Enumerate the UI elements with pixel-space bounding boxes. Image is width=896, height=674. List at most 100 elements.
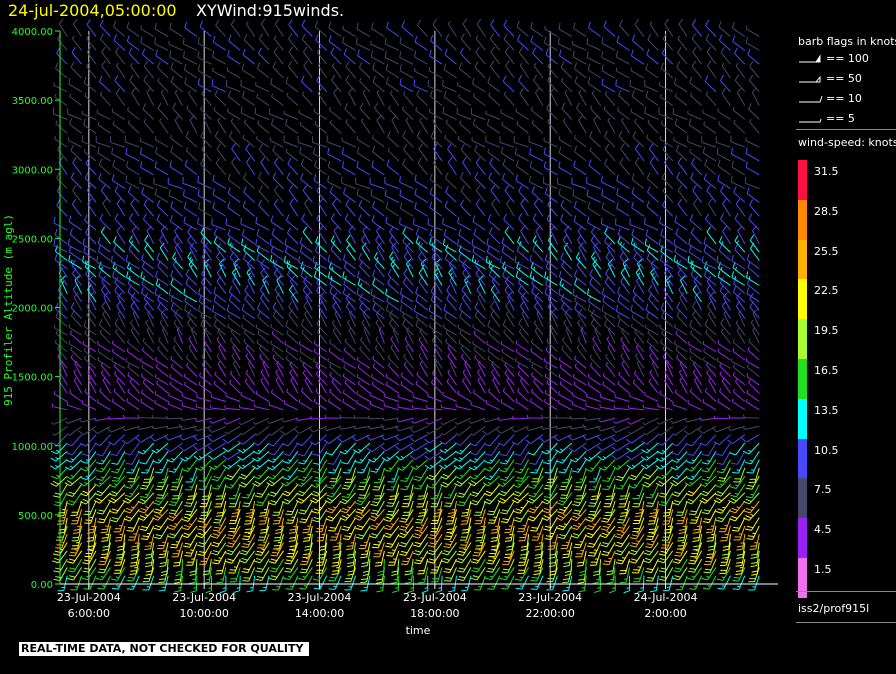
wind-barb <box>728 414 745 419</box>
wind-barb <box>68 340 82 353</box>
wind-barb <box>717 575 731 590</box>
wind-barb <box>313 108 327 120</box>
wind-barb <box>141 459 155 474</box>
wind-barb <box>587 77 601 93</box>
wind-barb <box>718 236 731 253</box>
wind-barb <box>210 525 227 539</box>
wind-barb <box>628 467 645 481</box>
wind-barb <box>270 389 284 402</box>
wind-barb <box>721 62 731 79</box>
wind-barb <box>718 34 731 51</box>
wind-barb <box>111 147 126 162</box>
wind-barb <box>317 88 328 106</box>
wind-barb <box>416 492 429 508</box>
wind-barb <box>313 340 328 353</box>
wind-barb <box>722 292 731 311</box>
wind-barb <box>546 379 558 394</box>
wind-barb <box>73 377 83 394</box>
wind-barb <box>604 227 616 245</box>
wind-barb <box>745 25 760 37</box>
x-tick-time: 6:00:00 <box>68 607 110 620</box>
wind-barb <box>52 425 68 436</box>
wind-barb <box>93 492 111 504</box>
wind-barb <box>630 67 645 79</box>
wind-barb <box>619 19 630 37</box>
wind-barb <box>122 414 140 419</box>
wind-barb <box>655 450 674 462</box>
wind-barb <box>131 87 140 106</box>
wind-barb <box>324 414 342 419</box>
wind-barb <box>282 467 299 481</box>
wind-barb <box>409 450 428 460</box>
wind-barb <box>300 75 313 93</box>
wind-barb <box>473 346 486 361</box>
wind-barb <box>503 33 515 51</box>
wind-barb <box>443 558 457 573</box>
wind-barb <box>629 218 645 231</box>
wind-barb <box>601 51 616 65</box>
wind-barb <box>137 509 155 521</box>
wind-barb <box>81 110 97 120</box>
wind-barb <box>188 567 198 585</box>
wind-barb <box>561 467 573 484</box>
wind-barb <box>97 509 111 524</box>
wind-barb <box>462 267 472 286</box>
wind-barb <box>330 243 342 261</box>
wind-barb <box>455 550 472 564</box>
wind-barb <box>169 22 183 37</box>
wind-barb <box>505 198 515 217</box>
wind-barb <box>662 33 674 51</box>
wind-barb <box>589 268 602 286</box>
wind-barb <box>185 147 198 162</box>
wind-barb <box>255 558 270 573</box>
wind-barb <box>543 484 558 499</box>
wind-barb <box>113 34 126 51</box>
wind-barb <box>502 388 515 402</box>
wind-barb <box>539 434 558 443</box>
wind-barb <box>443 525 457 541</box>
wind-barb <box>154 136 169 148</box>
wind-barb <box>123 509 140 522</box>
wind-barb <box>645 229 659 245</box>
wind-barb <box>545 261 558 278</box>
wind-barb <box>447 156 457 176</box>
wind-barb <box>730 147 746 162</box>
wind-barb <box>615 67 630 79</box>
wind-barb <box>300 261 313 278</box>
wind-barb <box>460 509 472 525</box>
wind-barb <box>485 110 500 120</box>
wind-barb <box>513 500 529 514</box>
wind-barb <box>619 558 630 575</box>
wind-barb <box>545 347 558 361</box>
wind-barb <box>183 216 198 231</box>
wind-barb <box>691 157 702 176</box>
wind-barb <box>155 49 169 65</box>
wind-barb <box>65 467 82 480</box>
wind-barb <box>113 388 126 402</box>
wind-barb <box>471 137 486 148</box>
wind-barb <box>232 275 241 294</box>
wind-barb <box>164 434 183 441</box>
wind-barb <box>475 198 486 217</box>
wind-barb <box>605 484 616 501</box>
wind-barb <box>141 253 155 270</box>
wind-barb <box>188 90 198 106</box>
wind-barb <box>226 108 241 120</box>
wind-barb <box>735 320 746 336</box>
wind-barb <box>200 276 212 295</box>
wind-barb <box>507 292 515 311</box>
wind-barb <box>574 76 587 93</box>
wind-barb <box>518 328 529 344</box>
wind-barb <box>371 22 385 37</box>
wind-barb <box>141 278 155 295</box>
wind-barb <box>526 425 544 432</box>
wind-barb <box>699 417 717 421</box>
wind-barb <box>270 77 284 93</box>
wind-barb <box>355 500 371 514</box>
wind-barb <box>319 292 328 311</box>
wind-barb <box>200 227 212 245</box>
y-tick-label: 4000.00 <box>12 27 53 38</box>
wind-barb <box>169 381 183 394</box>
wind-barb <box>225 79 241 93</box>
wind-barb <box>188 336 198 353</box>
